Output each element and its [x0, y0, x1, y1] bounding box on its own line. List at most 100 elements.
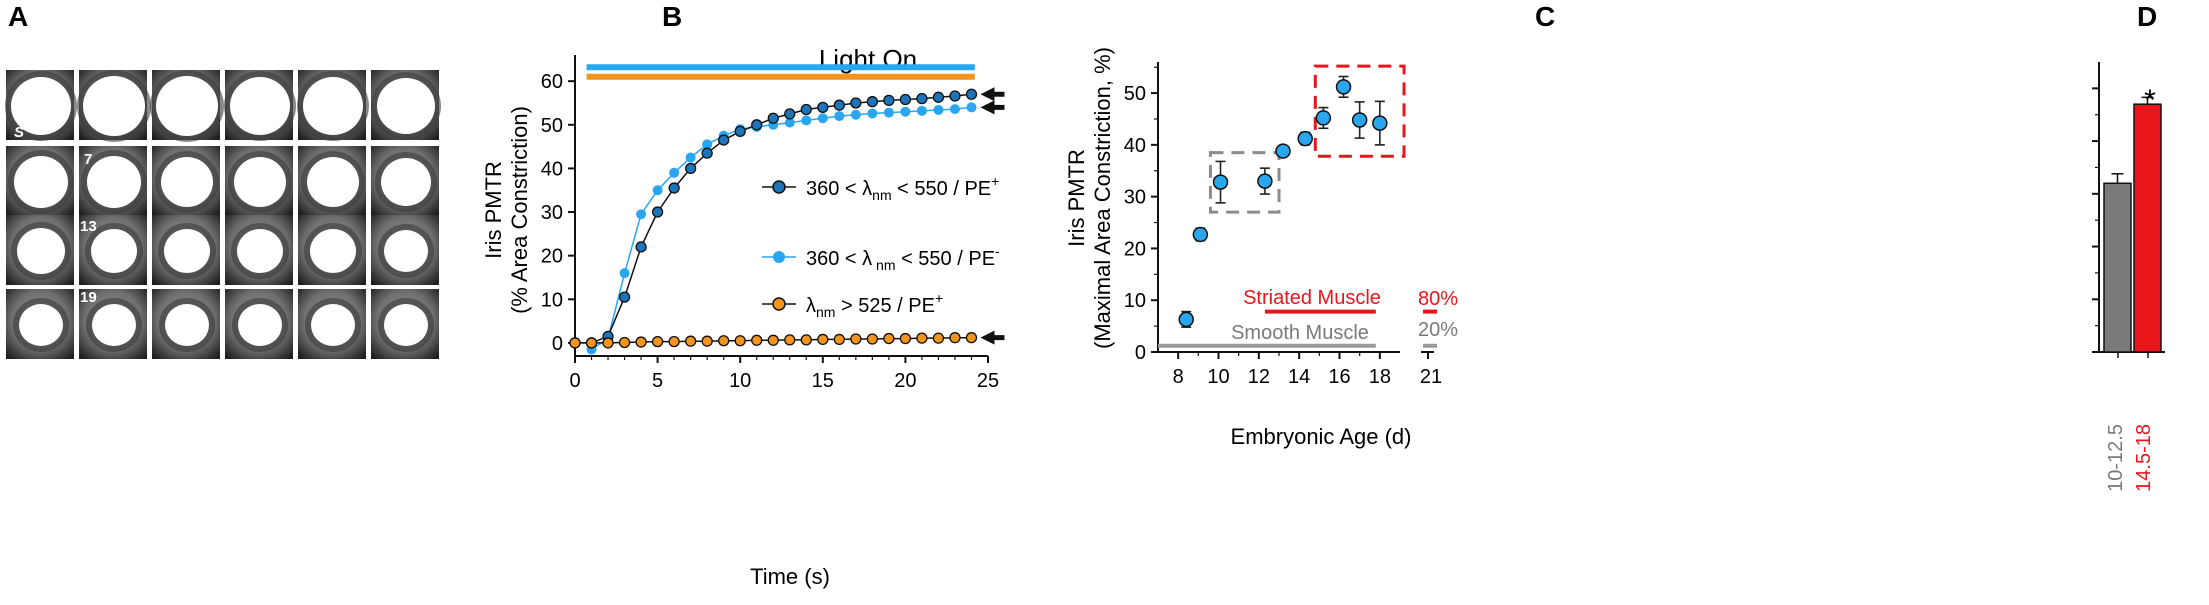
x-tick-label: 20	[894, 370, 916, 392]
panel-label-a: A	[8, 1, 28, 32]
data-point	[801, 115, 812, 126]
data-point	[916, 92, 928, 105]
legend-label-pe-minus: 360 < λ nm < 550 / PE-	[806, 243, 1000, 273]
data-point	[651, 335, 664, 348]
chart-b-ylabel-line2: (% Area Constriction)	[507, 106, 532, 314]
panel-d-bar-chart: 10-12.5 14.5-18 *	[2092, 62, 2165, 492]
pupil	[19, 304, 63, 346]
data-point	[949, 104, 960, 115]
chart-d-bars	[2103, 96, 2162, 353]
data-point	[668, 335, 680, 348]
data-point	[767, 334, 779, 346]
data-point	[1275, 143, 1291, 159]
panel-label-c: C	[1535, 1, 1555, 32]
chart-c-ylabel-line1: Iris PMTR	[1064, 149, 1089, 247]
legend-marker-orange	[772, 297, 786, 311]
pupil	[384, 304, 428, 346]
end-arrow	[980, 87, 1005, 102]
frame-label-6: 6	[508, 95, 516, 112]
bar-category-label-1: 10-12.5	[2105, 424, 2127, 492]
data-point	[718, 335, 730, 347]
x-tick-label: 10	[729, 370, 751, 392]
x-tick-label: 16	[1328, 366, 1350, 388]
sphincter-label-s: S	[14, 124, 24, 141]
pupil	[230, 77, 290, 135]
data-point	[916, 332, 928, 344]
y-tick-label: 0	[1135, 342, 1146, 364]
chart-c-dashed-boxes	[1208, 64, 1406, 214]
chart-b-end-arrows	[980, 87, 1005, 345]
y-tick-label: 30	[1124, 187, 1146, 209]
data-point	[949, 90, 961, 102]
data-point	[866, 333, 879, 345]
pupil	[92, 304, 136, 346]
pupil	[384, 230, 428, 272]
pupil	[238, 304, 282, 346]
data-point	[883, 94, 895, 107]
x-tick-label: 14	[1288, 366, 1310, 388]
bar-category-label-2: 14.5-18	[2133, 424, 2155, 492]
data-point	[684, 162, 697, 175]
chart-b-series-points	[569, 88, 978, 355]
data-point	[1351, 112, 1368, 128]
data-point	[701, 335, 713, 347]
legend-label-pe-plus: 360 < λnm < 550 / PE+	[806, 173, 999, 203]
data-point	[602, 337, 614, 349]
data-point	[1297, 130, 1313, 147]
data-point	[701, 147, 713, 159]
chart-c-axes: 0 10 20 30 40 50 8 10 12 14 16 18 21	[1124, 62, 1442, 388]
chart-b-xlabel: Time (s)	[750, 564, 830, 589]
data-point	[668, 182, 680, 194]
x-tick-label: 12	[1248, 366, 1270, 388]
x-tick-label: 10	[1207, 366, 1229, 388]
pupil	[91, 229, 137, 273]
data-point	[900, 106, 911, 117]
data-point	[817, 333, 829, 346]
frame-label-24: 24	[500, 289, 517, 306]
pupil	[17, 228, 65, 274]
data-point	[866, 96, 879, 108]
data-point	[965, 332, 978, 344]
y-tick-label: 0	[552, 333, 563, 355]
data-point	[850, 97, 862, 109]
panel-label-b: B	[662, 1, 682, 32]
bar	[2133, 103, 2162, 353]
panel-label-d: D	[2137, 1, 2157, 32]
data-point	[651, 206, 664, 218]
x-tick-label: 21	[1420, 366, 1442, 388]
data-point	[883, 107, 894, 118]
chart-b-legend: 360 < λnm < 550 / PE+ 360 < λ nm < 550 /…	[762, 173, 1000, 320]
sphincter-label-s: S	[442, 348, 452, 365]
frame-label-19: 19	[80, 289, 97, 306]
data-point	[734, 335, 746, 347]
x-tick-label: 5	[652, 370, 663, 392]
significance-asterisk: *	[2144, 84, 2156, 117]
pupil	[381, 158, 431, 206]
data-point	[899, 93, 912, 106]
frame-label-12: 12	[500, 151, 517, 168]
smooth-muscle-percent: 20%	[1418, 319, 1458, 341]
data-point	[784, 108, 796, 120]
pupil	[377, 78, 435, 134]
data-point	[817, 113, 828, 124]
data-point	[784, 117, 795, 128]
data-point	[1315, 110, 1332, 126]
pupil	[237, 229, 283, 273]
panel-a-image-grid	[5, 70, 441, 359]
pupil	[87, 156, 141, 208]
data-point	[635, 336, 647, 348]
data-point	[618, 291, 631, 303]
data-point	[965, 88, 978, 100]
pupil	[310, 229, 356, 273]
data-point	[883, 332, 895, 345]
y-tick-label: 30	[541, 202, 563, 224]
data-point	[636, 209, 647, 220]
x-tick-label: 25	[977, 370, 999, 392]
pupil	[311, 304, 355, 346]
bar	[2103, 182, 2132, 353]
pupil	[14, 156, 68, 208]
end-arrow	[980, 330, 1005, 345]
y-tick-label: 40	[1124, 135, 1146, 157]
pupil	[165, 304, 209, 346]
